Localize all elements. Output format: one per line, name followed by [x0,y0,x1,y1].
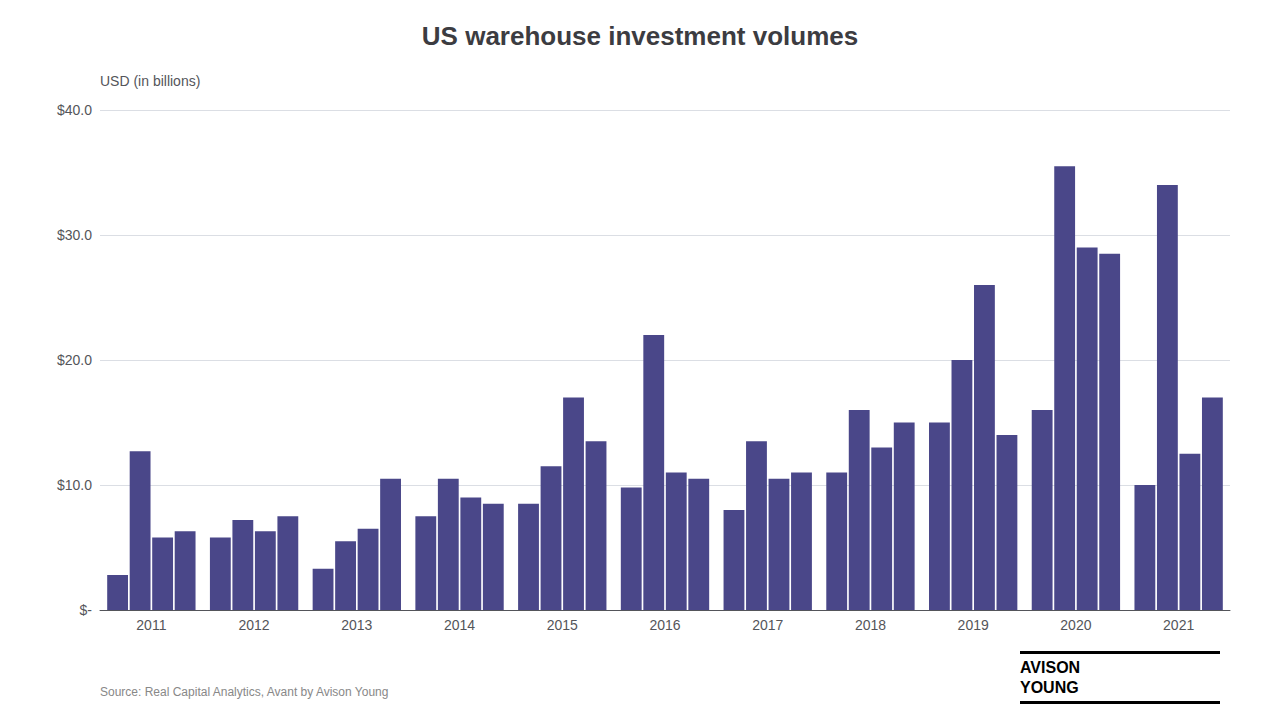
svg-text:2021: 2021 [1163,617,1194,633]
svg-text:USD (in billions): USD (in billions) [100,73,200,89]
svg-text:$-: $- [80,602,93,618]
svg-text:AVISON: AVISON [1020,659,1080,676]
svg-text:2016: 2016 [649,617,680,633]
svg-text:2012: 2012 [239,617,270,633]
svg-text:Source: Real Capital Analytics: Source: Real Capital Analytics, Avant by… [100,685,388,699]
svg-text:$30.0: $30.0 [57,227,92,243]
svg-text:$40.0: $40.0 [57,102,92,118]
svg-text:2018: 2018 [855,617,886,633]
svg-text:2014: 2014 [444,617,475,633]
svg-text:2011: 2011 [136,617,166,633]
svg-text:2015: 2015 [547,617,578,633]
svg-text:$20.0: $20.0 [57,352,92,368]
svg-text:2020: 2020 [1060,617,1091,633]
svg-text:2019: 2019 [958,617,989,633]
svg-text:US warehouse investment volume: US warehouse investment volumes [422,21,858,51]
svg-text:YOUNG: YOUNG [1020,679,1079,696]
svg-text:2013: 2013 [341,617,372,633]
svg-text:$10.0: $10.0 [57,477,92,493]
svg-text:2017: 2017 [752,617,783,633]
